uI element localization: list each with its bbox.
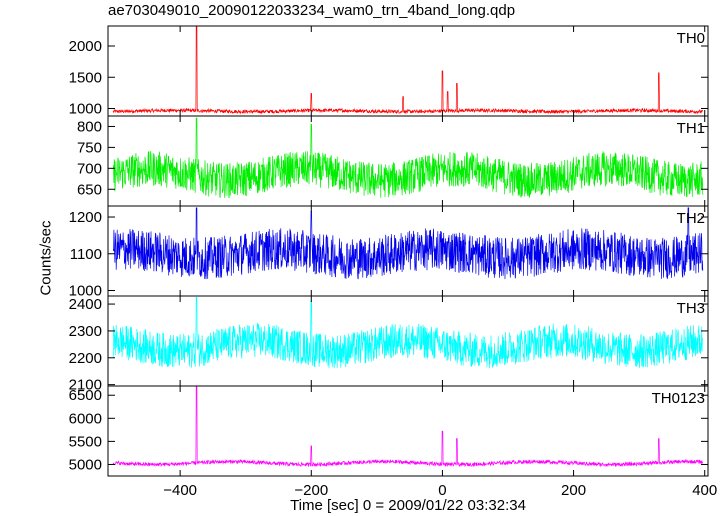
y-tick-label: 2300 xyxy=(69,323,102,340)
y-tick-label: 5500 xyxy=(69,433,102,450)
x-tick-label: 0 xyxy=(438,482,446,499)
panel-frame-th0 xyxy=(107,25,709,117)
x-tick-label: 400 xyxy=(692,482,717,499)
y-tick-label: 1500 xyxy=(69,69,102,86)
y-tick-label: 1200 xyxy=(69,209,102,226)
y-tick-label: 1100 xyxy=(70,246,102,263)
panel-label: TH2 xyxy=(677,210,705,227)
y-tick-label: 5000 xyxy=(69,456,102,473)
chart-title: ae703049010_20090122033234_wam0_trn_4ban… xyxy=(108,2,516,19)
panel-label: TH3 xyxy=(677,300,705,317)
panel-label: TH1 xyxy=(677,120,705,137)
x-tick-label: −400 xyxy=(163,482,197,499)
x-tick-label: 200 xyxy=(561,482,586,499)
panel-frame-th1 xyxy=(107,115,709,207)
y-tick-label: 800 xyxy=(77,118,102,135)
series-th2 xyxy=(112,207,704,280)
y-tick-label: 2200 xyxy=(69,350,102,367)
series-th0123 xyxy=(112,386,704,468)
series-th3 xyxy=(112,296,703,369)
x-axis-label: Time [sec] 0 = 2009/01/22 03:32:34 xyxy=(290,497,526,514)
series-th0 xyxy=(112,26,704,115)
y-tick-label: 6000 xyxy=(69,410,102,427)
panel-frame-th0123 xyxy=(107,385,709,477)
panel-label: TH0123 xyxy=(652,390,705,407)
y-tick-label: 650 xyxy=(77,181,102,198)
y-tick-label: 750 xyxy=(77,139,102,156)
y-tick-label: 2100 xyxy=(69,377,102,394)
y-tick-label: 2000 xyxy=(69,38,102,55)
y-tick-label: 1000 xyxy=(69,101,102,118)
x-tick-label: −200 xyxy=(294,482,328,499)
y-tick-label: 6500 xyxy=(69,387,102,404)
series-th1 xyxy=(112,117,704,199)
y-tick-label: 1000 xyxy=(69,282,102,299)
panel-label: TH0 xyxy=(677,30,705,47)
y-tick-label: 2400 xyxy=(69,296,102,313)
y-tick-label: 700 xyxy=(77,160,102,177)
